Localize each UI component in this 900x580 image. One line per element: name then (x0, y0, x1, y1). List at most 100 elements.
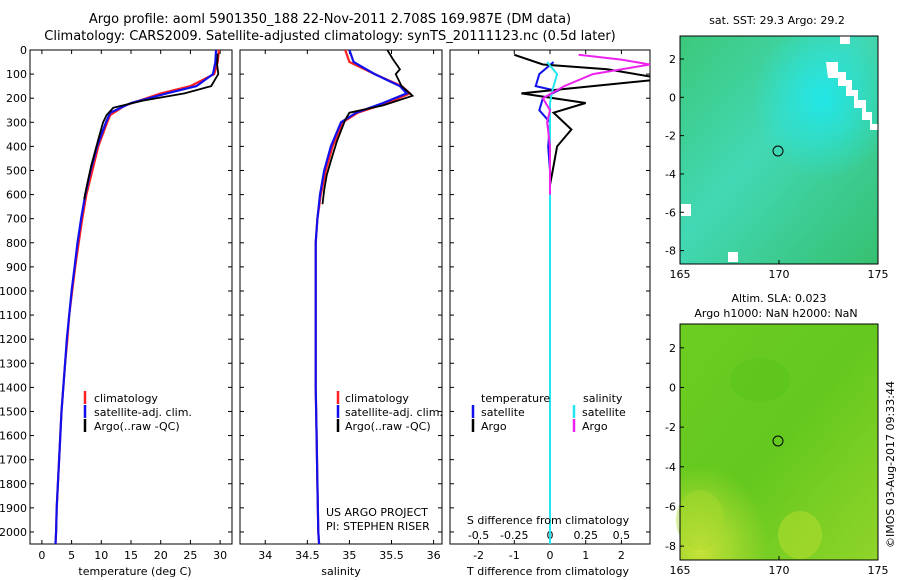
legend-label-climatology: climatology (345, 392, 409, 405)
t-diff-tick-label: -1 (509, 549, 520, 562)
depth-axis: 0 100 200 300 400 500 600 700 800 900 1000 1100 1200… (0, 44, 650, 539)
legend-label-s-satellite: satellite (582, 406, 626, 419)
depth-tick-label: 0 (20, 44, 27, 57)
series-line-argo-raw-qc- (321, 49, 415, 205)
series-line-satellite-adj-clim- (314, 49, 409, 545)
salinity-xlabel: salinity (321, 565, 361, 578)
legend-title-salinity: salinity (583, 392, 623, 405)
sst-map-title: sat. SST: 29.3 Argo: 29.2 (709, 14, 845, 27)
legend-title-temperature: temperature (481, 392, 550, 405)
imos-credit: ©IMOS 03-Aug-2017 09:33:44 (884, 381, 897, 548)
sst-cloud-mask (840, 36, 850, 44)
diff-line-t-argo (513, 53, 650, 202)
depth-tick-label: 1700 (0, 454, 27, 467)
legend-label-satellite: satellite-adj. clim. (345, 406, 443, 419)
depth-tick-label: 1900 (0, 502, 27, 515)
x-tick-label: 0 (38, 549, 45, 562)
series-line-climatology (54, 49, 220, 545)
legend-label-t-argo: Argo (481, 420, 507, 433)
temperature-xlabel: temperature (deg C) (78, 565, 191, 578)
t-diff-tick-label: 0 (547, 549, 554, 562)
sst-lat-label: -4 (665, 168, 676, 181)
diff-line-t-satellite (534, 61, 561, 544)
legend-label-s-argo: Argo (582, 420, 608, 433)
sst-cloud-mask (728, 252, 738, 262)
x-tick-label: 25 (183, 549, 197, 562)
sst-cloud-mask (826, 62, 878, 130)
sst-warm-pool (680, 36, 878, 264)
sst-lon-label: 170 (769, 268, 790, 281)
depth-tick-label: 400 (6, 140, 27, 153)
sla-argo-marker (772, 435, 784, 447)
sst-lat-label: 2 (669, 53, 676, 66)
sst-lat-label: 0 (669, 91, 676, 104)
sla-lat-label: -4 (665, 461, 676, 474)
depth-tick-label: 700 (6, 213, 27, 226)
sst-lon-label: 175 (868, 268, 889, 281)
sst-lon-label: 165 (670, 268, 691, 281)
x-tick-label: 36 (427, 549, 441, 562)
depth-tick-label: 1200 (0, 333, 27, 346)
figure-title-line2: Climatology: CARS2009. Satellite-adjuste… (44, 29, 616, 44)
project-note: US ARGO PROJECT (326, 506, 428, 519)
s-diff-tick-label: -0.25 (500, 529, 528, 542)
depth-tick-label: 1800 (0, 478, 27, 491)
sla-bump (730, 358, 790, 402)
x-tick-label: 34.5 (295, 549, 320, 562)
sla-bump (676, 490, 724, 550)
x-tick-label: 30 (213, 549, 227, 562)
s-diff-tick-label: 0.5 (613, 529, 631, 542)
legend-label-t-satellite: satellite (481, 406, 525, 419)
t-diff-tick-label: 2 (618, 549, 625, 562)
sst-lat-label: -6 (665, 206, 676, 219)
t-difference-label: T difference from climatology (466, 565, 629, 578)
depth-tick-label: 2000 (0, 526, 27, 539)
depth-tick-label: 600 (6, 189, 27, 202)
series-line-satellite-adj-clim- (54, 49, 218, 545)
map-axes: 165 170 175 2 0 -2 -4 -6 -8 165 170 175 2 0 -2 -4 -6 -8 (665, 53, 888, 577)
salinity-layer: 34 34.5 35 35.5 36 (258, 49, 441, 562)
x-tick-label: 15 (124, 549, 138, 562)
sla-lat-label: -2 (665, 421, 676, 434)
sla-map: Altim. SLA: 0.023 Argo h1000: NaN h2000:… (676, 292, 879, 561)
sla-bump (778, 511, 822, 559)
depth-tick-label: 500 (6, 164, 27, 177)
depth-tick-label: 1400 (0, 381, 27, 394)
depth-tick-label: 100 (6, 68, 27, 81)
temperature-layer: 0 5 10 15 20 25 30 (38, 49, 227, 562)
sla-lon-label: 165 (670, 564, 691, 577)
x-tick-label: 5 (68, 549, 75, 562)
t-diff-tick-label: 1 (582, 549, 589, 562)
depth-tick-label: 300 (6, 116, 27, 129)
depth-tick-label: 200 (6, 92, 27, 105)
depth-tick-label: 1600 (0, 430, 27, 443)
s-diff-tick-label: -0.5 (468, 529, 489, 542)
sla-lon-label: 170 (769, 564, 790, 577)
temperature-panel (29, 49, 233, 545)
sst-lat-label: -8 (665, 245, 676, 258)
x-tick-label: 10 (94, 549, 108, 562)
depth-tick-label: 1000 (0, 285, 27, 298)
x-tick-label: 35 (342, 549, 356, 562)
series-line-climatology (314, 49, 413, 545)
legend-label-climatology: climatology (94, 392, 158, 405)
sla-lat-label: 0 (669, 381, 676, 394)
figure-title-line1: Argo profile: aoml 5901350_188 22-Nov-20… (88, 12, 572, 27)
s-difference-label: S difference from climatology (467, 514, 630, 527)
depth-tick-label: 1300 (0, 357, 27, 370)
depth-tick-label: 800 (6, 237, 27, 250)
t-diff-tick-label: -2 (473, 549, 484, 562)
difference-layer: -2 -1 0 1 2-0.5 -0.25 0 0.25 0.5 (468, 50, 650, 562)
depth-tick-label: 1100 (0, 309, 27, 322)
depth-tick-label: 900 (6, 261, 27, 274)
sla-lat-label: 2 (669, 342, 676, 355)
pi-note: PI: STEPHEN RISER (326, 520, 430, 533)
sst-cloud-mask (681, 204, 691, 216)
x-tick-label: 35.5 (379, 549, 404, 562)
depth-tick-label: 1500 (0, 405, 27, 418)
sla-lon-label: 175 (868, 564, 889, 577)
legend-label-argo: Argo(..raw -QC) (345, 420, 431, 433)
x-tick-label: 34 (258, 549, 272, 562)
sla-map-subtitle: Argo h1000: NaN h2000: NaN (694, 307, 857, 320)
